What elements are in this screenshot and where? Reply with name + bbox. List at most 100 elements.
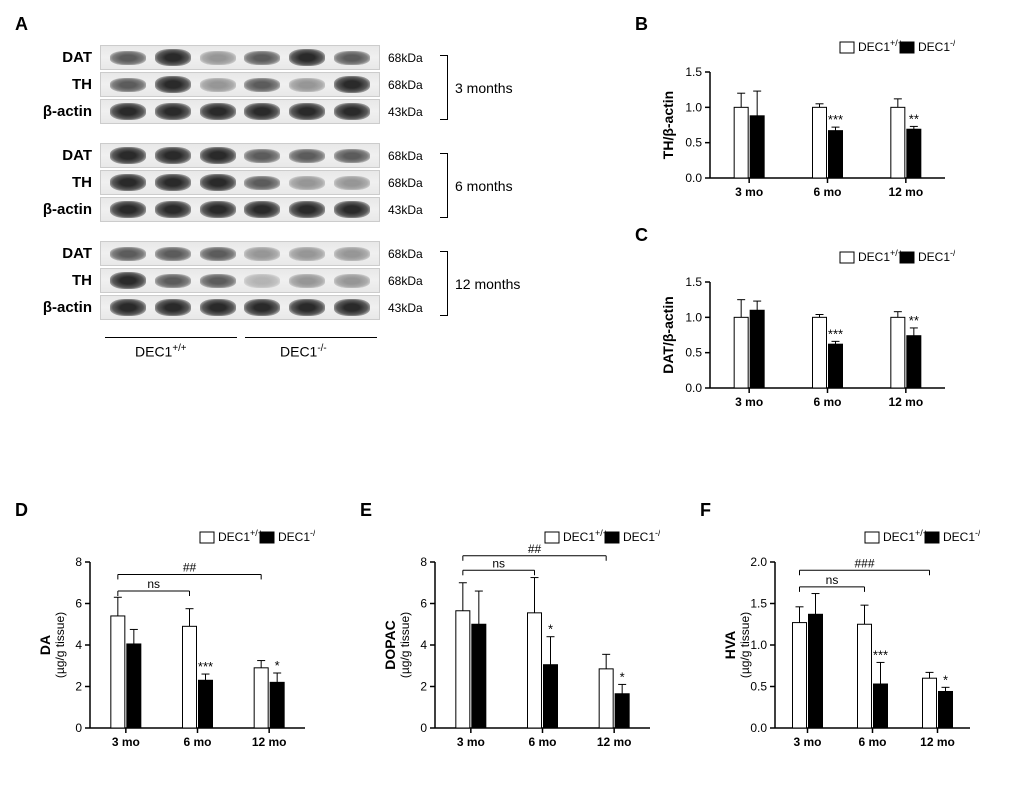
chart-text: TH/β-actin xyxy=(660,91,676,159)
blot-band xyxy=(334,76,370,93)
blot-protein-label: TH xyxy=(30,272,100,289)
bar xyxy=(270,682,284,728)
blot-protein-label: DAT xyxy=(30,147,100,164)
chart-text: ns xyxy=(826,573,839,587)
bar xyxy=(545,532,559,543)
blot-row: TH 68kDa xyxy=(30,268,423,293)
chart-text: 2 xyxy=(420,680,427,694)
panel-c-label: C xyxy=(635,225,648,246)
blot-band xyxy=(155,49,191,66)
bar xyxy=(750,116,764,178)
blot-band xyxy=(200,247,236,261)
bar xyxy=(734,107,748,178)
chart-text: 8 xyxy=(75,555,82,569)
chart-text: ** xyxy=(909,313,919,328)
blot-row: β-actin43kDa xyxy=(30,99,423,124)
chart-text: 12 mo xyxy=(888,395,923,409)
kda-label: 43kDa xyxy=(388,203,423,217)
blot-strip xyxy=(100,72,380,97)
bar xyxy=(939,691,953,728)
blot-band xyxy=(334,201,370,218)
chart-text: DEC1-/- xyxy=(278,528,315,544)
bar xyxy=(199,680,213,728)
blot-band xyxy=(155,274,191,288)
blot-row: DAT68kDa xyxy=(30,241,423,266)
chart-text: DA xyxy=(37,635,53,655)
bar xyxy=(925,532,939,543)
chart-text: 0.0 xyxy=(750,721,767,735)
blot-band xyxy=(200,201,236,218)
chart-text: 6 xyxy=(420,597,427,611)
genotype-label-ko: DEC1-/- xyxy=(280,343,327,360)
blot-band xyxy=(334,176,370,190)
blot-band xyxy=(244,176,280,190)
blot-protein-label: TH xyxy=(30,76,100,93)
blot-band xyxy=(155,201,191,218)
chart-text: 12 mo xyxy=(252,735,287,749)
blot-row: β-actin43kDa xyxy=(30,295,423,320)
chart-text: DEC1-/- xyxy=(623,528,660,544)
blot-strip xyxy=(100,197,380,222)
chart-text: *** xyxy=(873,647,888,662)
bar xyxy=(544,665,558,728)
blot-band xyxy=(110,103,146,120)
chart-text: 6 mo xyxy=(183,735,211,749)
blot-band xyxy=(244,274,280,288)
chart-text: 1.0 xyxy=(685,100,702,114)
blot-band xyxy=(200,103,236,120)
blot-row: β-actin43kDa xyxy=(30,197,423,222)
chart-text: 6 xyxy=(75,597,82,611)
bar xyxy=(111,616,125,728)
chart-text: ns xyxy=(492,556,505,570)
blot-row: TH68kDa xyxy=(30,72,423,97)
blot-group-12-months: DAT68kDa TH 68kDa β-actin43kDa xyxy=(30,241,423,322)
chart-text: 2 xyxy=(75,680,82,694)
blot-strip xyxy=(100,170,380,195)
blot-band xyxy=(334,149,370,163)
bar xyxy=(599,669,613,728)
bar xyxy=(750,310,764,388)
bar xyxy=(900,252,914,263)
blot-protein-label: TH xyxy=(30,174,100,191)
blot-band xyxy=(155,174,191,191)
chart-text: * xyxy=(275,658,280,673)
chart-text: 6 mo xyxy=(858,735,886,749)
bar xyxy=(907,129,921,178)
chart-text: 4 xyxy=(420,638,427,652)
genotype-label-wt: DEC1+/+ xyxy=(135,343,187,360)
blot-band xyxy=(110,299,146,316)
bar-chart-svg: 0.00.51.01.52.0HVA(µg/g tissue)3 mo***6 … xyxy=(720,520,980,758)
bar xyxy=(865,532,879,543)
bar xyxy=(813,107,827,178)
bar-chart-svg: 02468DOPAC(µg/g tissue)3 mo*6 mo*12 mons… xyxy=(380,520,660,758)
kda-label: 68kDa xyxy=(388,247,423,261)
chart-text: 1.5 xyxy=(685,65,702,79)
bar xyxy=(829,131,843,178)
kda-label: 68kDa xyxy=(388,274,423,288)
chart-text: 0.0 xyxy=(685,381,702,395)
blot-row: DAT68kDa xyxy=(30,143,423,168)
blot-band xyxy=(289,299,325,316)
bar xyxy=(891,107,905,178)
bar xyxy=(829,344,843,388)
blot-band xyxy=(110,201,146,218)
chart-text: 12 mo xyxy=(597,735,632,749)
chart-text: 4 xyxy=(75,638,82,652)
chart-text: 6 mo xyxy=(813,185,841,199)
blot-band xyxy=(110,78,146,92)
figure-container: A DAT68kDaTH68kDaβ-actin43kDa3 monthsDAT… xyxy=(0,0,1020,810)
blot-strip xyxy=(100,268,380,293)
panel-f-label: F xyxy=(700,500,711,521)
blot-strip xyxy=(100,99,380,124)
age-bracket xyxy=(440,251,448,316)
blot-band xyxy=(244,201,280,218)
bar xyxy=(874,684,888,728)
blot-strip xyxy=(100,295,380,320)
bar xyxy=(900,42,914,53)
bar xyxy=(840,252,854,263)
chart-text: DEC1+/+ xyxy=(883,528,928,544)
chart-text: 12 mo xyxy=(920,735,955,749)
bar xyxy=(528,613,542,728)
bar xyxy=(840,42,854,53)
bar xyxy=(254,668,268,728)
